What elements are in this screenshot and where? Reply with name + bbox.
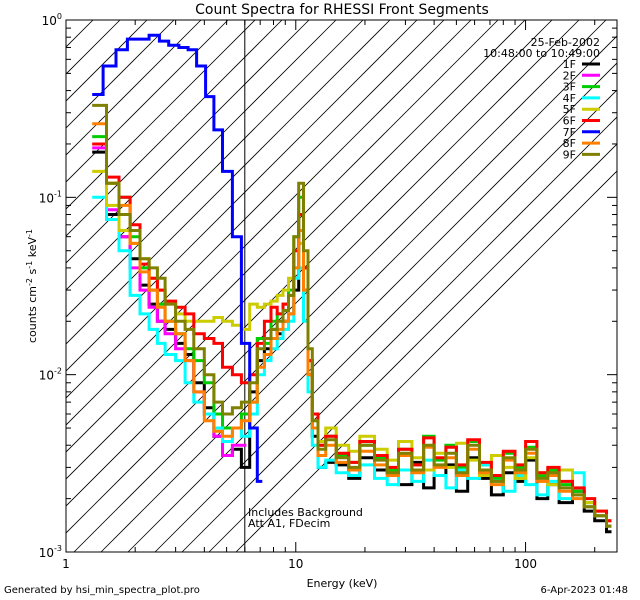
hatch-line [66, 20, 364, 318]
y-axis-label: counts cm-2 s-1 keV-1 [25, 229, 39, 343]
x-tick-label: 100 [514, 557, 537, 571]
hatch-line [66, 20, 418, 372]
hatch-line [66, 20, 472, 426]
legend-label-9f: 9F [563, 148, 576, 161]
legend-label-6f: 6F [563, 115, 576, 128]
series-8f [92, 122, 612, 528]
hatch-line [66, 20, 337, 291]
generated-timestamp: 6-Apr-2023 01:48 [540, 585, 628, 596]
hatch-line [66, 20, 229, 183]
x-axis-label: Energy (keV) [307, 577, 378, 590]
x-tick-label: 1 [62, 557, 70, 571]
y-tick-label: 10-2 [39, 367, 62, 383]
hatch-line [66, 20, 526, 480]
hatch-line [66, 20, 202, 156]
hatch-line [66, 20, 553, 507]
hatch-line [66, 20, 580, 534]
hatch-line [66, 20, 499, 453]
hatch-line [127, 62, 617, 552]
hatch-line [66, 20, 283, 237]
y-tick-label: 100 [42, 12, 62, 28]
y-tick-label: 10-3 [39, 544, 62, 560]
hatch-line [66, 20, 445, 399]
legend-label-2f: 2F [563, 69, 576, 82]
annotation-attenuator: Att A1, FDecim [248, 517, 330, 530]
x-tick-label: 10 [288, 557, 303, 571]
generated-by-note: Generated by hsi_min_spectra_plot.pro [4, 585, 200, 596]
hatch-line [100, 35, 617, 552]
legend-label-3f: 3F [563, 81, 576, 94]
hatch-line [66, 20, 94, 48]
legend-label-8f: 8F [563, 137, 576, 150]
plot-frame [65, 19, 618, 553]
annotation-background: Includes Background [248, 506, 363, 519]
date-label: 25-Feb-2002 [531, 36, 600, 49]
hatch-line [66, 20, 391, 345]
hatch-line [181, 116, 617, 552]
series-9f [92, 103, 612, 528]
hatch-line [66, 20, 148, 102]
hatch-line [208, 143, 617, 552]
time-range-label: 10:48:00 to 10:49:00 [483, 47, 600, 60]
legend-label-5f: 5F [563, 103, 576, 116]
chart-title: Count Spectra for RHESSI Front Segments [195, 2, 489, 18]
legend-label-7f: 7F [563, 126, 576, 139]
series-7f [92, 33, 263, 483]
hatch-line [73, 20, 607, 552]
hatch-line [66, 20, 310, 264]
background-hatch-region [66, 20, 617, 552]
hatch-line [66, 20, 121, 75]
legend-label-1f: 1F [563, 58, 576, 71]
y-tick-label: 10-1 [39, 189, 62, 205]
hatch-line [66, 20, 256, 210]
legend-label-4f: 4F [563, 92, 576, 105]
hatch-line [66, 20, 175, 129]
